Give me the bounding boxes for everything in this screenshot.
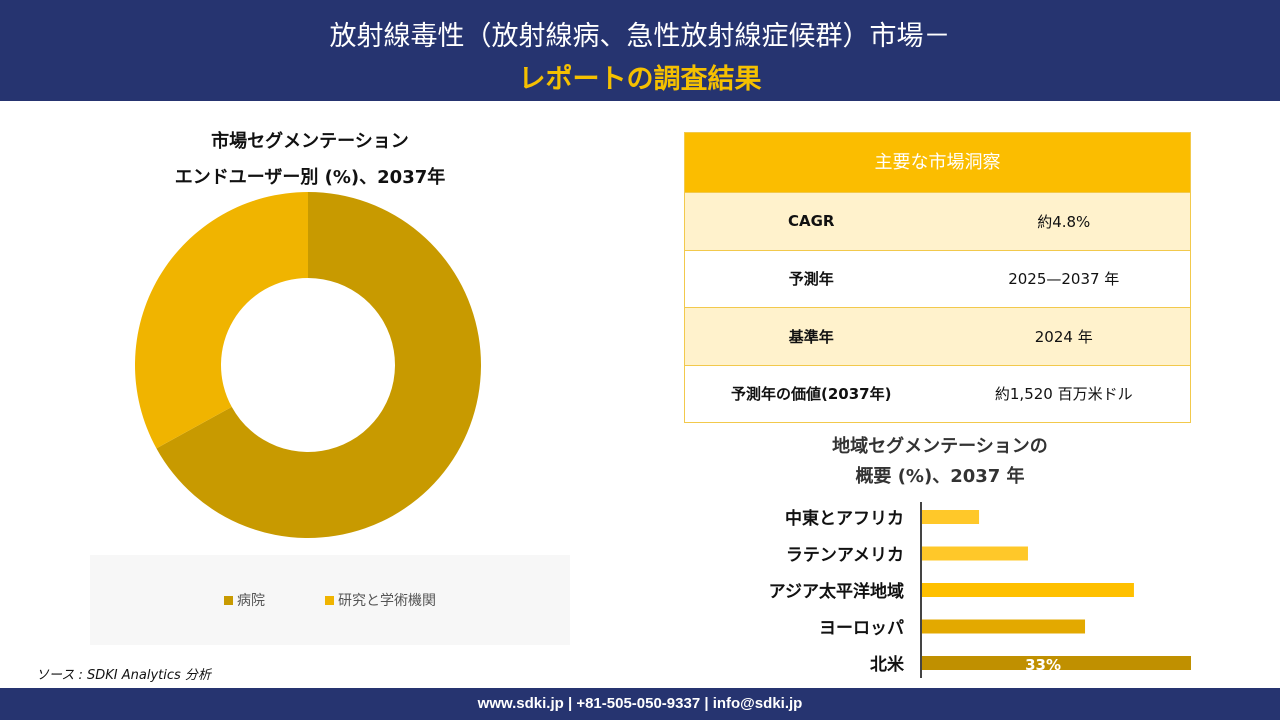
- row-value: 約4.8%: [1037, 212, 1091, 231]
- report-title: 放射線毒性（放射線病、急性放射線症候群）市場－: [329, 21, 951, 52]
- bar-0: [922, 510, 980, 524]
- bar-category-label: ラテンアメリカ: [786, 546, 904, 566]
- legend-item-research: 研究と学術機関: [325, 590, 436, 610]
- row-key: 予測年: [788, 270, 834, 289]
- bar-category-label: 北米: [870, 654, 905, 675]
- table-row: 予測年の価値(2037年) 約1,520 百万米ドル: [685, 364, 1190, 423]
- table-row: 基準年 2024 年: [685, 307, 1190, 365]
- donut-legend: 病院 研究と学術機関: [90, 555, 570, 645]
- legend-item-hospital: 病院: [224, 590, 265, 610]
- bar-3: [922, 619, 1086, 634]
- donut-title-line1: 市場セグメンテーション: [211, 131, 409, 152]
- donut-slice-0: [156, 192, 482, 538]
- source-note: ソース : SDKI Analytics 分析: [36, 668, 211, 683]
- bar-data-label: 33%: [1025, 656, 1061, 674]
- bar-chart-title: 地域セグメンテーションの 概要 (%)、2037 年: [760, 432, 1120, 492]
- table-header: 主要な市場洞察: [685, 133, 1190, 192]
- row-value: 約1,520 百万米ドル: [994, 385, 1133, 404]
- bar-1: [922, 546, 1028, 561]
- bar-title-line2: 概要 (%)、2037 年: [855, 466, 1025, 487]
- bar-category-label: 中東とアフリカ: [785, 508, 904, 529]
- donut-chart-title: 市場セグメンテーション エンドユーザー別 (%)、2037年: [130, 124, 490, 196]
- header-banner: 放射線毒性（放射線病、急性放射線症候群）市場－ レポートの調査結果: [0, 0, 1280, 101]
- table-row: CAGR 約4.8%: [685, 192, 1190, 250]
- legend-swatch: [224, 596, 233, 605]
- donut-title-line2: エンドユーザー別 (%)、2037年: [174, 167, 446, 188]
- bar-4: [922, 656, 1191, 670]
- row-key: 基準年: [788, 327, 834, 346]
- bar-category-label: ヨーロッパ: [819, 619, 904, 639]
- legend-label: 病院: [237, 593, 265, 609]
- bar-2: [922, 583, 1134, 597]
- legend-label: 研究と学術機関: [338, 593, 436, 609]
- donut-chart: [135, 192, 482, 538]
- row-value: 2025—2037 年: [1008, 270, 1120, 289]
- donut-slice-1: [135, 192, 308, 449]
- row-key: CAGR: [788, 212, 835, 231]
- footer-contact: www.sdki.jp | +81-505-050-9337 | info@sd…: [0, 688, 1280, 720]
- legend-swatch: [325, 596, 334, 605]
- bar-category-label: アジア太平洋地域: [769, 581, 904, 602]
- row-value: 2024 年: [1034, 327, 1093, 346]
- row-key: 予測年の価値(2037年): [731, 385, 892, 404]
- report-subtitle: レポートの調査結果: [518, 64, 762, 95]
- table-row: 予測年 2025—2037 年: [685, 249, 1190, 308]
- key-insights-table: 主要な市場洞察 CAGR 約4.8% 予測年 2025—2037 年 基準年 2024…: [684, 132, 1191, 423]
- bar-title-line1: 地域セグメンテーションの: [832, 436, 1048, 457]
